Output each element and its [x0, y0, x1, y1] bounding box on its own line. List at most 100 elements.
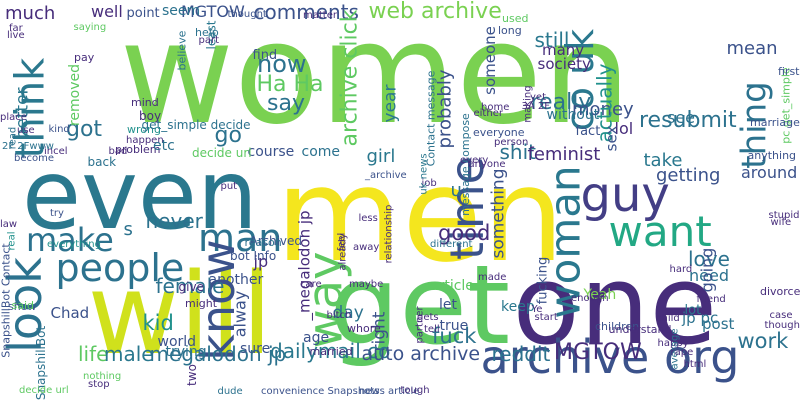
cloud-word-jp-pc: jp pc [682, 308, 719, 327]
cloud-word-every: every [460, 155, 489, 166]
cloud-word-well: well [91, 2, 123, 21]
cloud-word-archive: _archive [365, 170, 407, 181]
cloud-word-go: go [214, 123, 242, 148]
cloud-word-reddit: reddit [491, 342, 551, 366]
cloud-word-see: see [667, 108, 696, 127]
cloud-word-home: home [481, 102, 510, 113]
cloud-word-decide-url: decide url [19, 385, 69, 396]
cloud-word-friend: friend [696, 294, 726, 305]
cloud-word-keep: keep [501, 299, 535, 315]
cloud-word-contact-message: Contact message [424, 70, 438, 166]
cloud-word-relationship: relationship [382, 204, 394, 264]
cloud-word-give: give [178, 280, 204, 294]
cloud-word-comments: comments [253, 0, 359, 24]
cloud-word-fuck: fuck [432, 323, 477, 348]
cloud-word-men: men [275, 139, 565, 291]
cloud-word-get: get [329, 241, 511, 369]
cloud-word-good: good [438, 220, 491, 245]
cloud-word-day: day [332, 302, 364, 323]
cloud-word-far: far [9, 23, 23, 34]
cloud-word-women: women [119, 0, 631, 156]
cloud-word-enough: enough [571, 293, 609, 304]
cloud-word-removed: removed [67, 63, 84, 127]
cloud-word-world: world [157, 334, 197, 350]
cloud-word-start: start [534, 312, 558, 323]
cloud-word-kid: kid [142, 310, 174, 335]
cloud-word-ye: Ye [531, 304, 543, 315]
cloud-word-job: job [421, 178, 437, 189]
cloud-word-lot: lot [684, 302, 702, 318]
cloud-word-archive-org: archive org [480, 330, 740, 384]
cloud-word-help: help [195, 25, 219, 39]
cloud-word-kind: kind [48, 124, 70, 135]
cloud-word-want: want [608, 207, 712, 256]
cloud-word-though: though [764, 320, 800, 331]
cloud-word-part: part [198, 35, 220, 46]
cloud-word-around: around [741, 163, 798, 182]
cloud-word-happen: happen [126, 135, 164, 146]
cloud-word-never: never [145, 209, 203, 233]
cloud-word-fucking: fucking [535, 256, 551, 304]
cloud-word-show: show [8, 299, 37, 313]
cloud-word-anyone: anyone [468, 159, 506, 170]
cloud-word-mgtow: MGTOW [554, 340, 642, 365]
cloud-word-news-article: news article [359, 386, 420, 397]
cloud-word-maybe: maybe [349, 279, 384, 290]
cloud-word-people: people [55, 246, 185, 290]
cloud-word-3a-2f: 3A 2F [521, 101, 551, 112]
cloud-word-everyone: everyone [473, 125, 525, 139]
cloud-word-gets: gets [417, 312, 439, 323]
cloud-word-let: let [439, 297, 457, 313]
cloud-word-web-archive: web archive [368, 0, 502, 24]
cloud-word-course: course [247, 144, 295, 160]
cloud-word-bad: bad [108, 146, 128, 157]
cloud-word-something: something [488, 167, 509, 259]
cloud-word-society: society [537, 54, 591, 73]
cloud-word-first: first [778, 64, 800, 78]
cloud-word-made: made [478, 272, 507, 283]
cloud-word-hard: hard [669, 264, 693, 275]
cloud-word-now: now [257, 50, 307, 78]
cloud-word-children: children [595, 319, 640, 333]
cloud-word-decide-url: decide url [192, 146, 252, 160]
cloud-word-lol: lol [614, 119, 634, 138]
cloud-word-use: use [17, 125, 35, 136]
cloud-word-wrong: wrong [127, 122, 161, 136]
cloud-word-mean: mean [726, 38, 778, 59]
cloud-word-post: post [702, 314, 735, 333]
cloud-word-feminist: feminist [527, 144, 601, 165]
cloud-word-problem: problem [115, 142, 161, 156]
cloud-word-marriage: marriage [750, 115, 800, 129]
cloud-word-love: love [688, 247, 730, 271]
cloud-word-dailymail-co: dailymail co [270, 339, 391, 363]
cloud-word-one: one [512, 241, 718, 369]
cloud-word-html: html [683, 359, 707, 370]
cloud-word-archived: Archived [249, 234, 303, 248]
cloud-word-wife: wife [770, 217, 792, 228]
cloud-word-fact: fact [575, 123, 601, 139]
cloud-word-get-simple-decide: get_simple decide [141, 118, 251, 132]
cloud-word-put: put [220, 181, 238, 192]
cloud-word-place: place [0, 112, 27, 123]
cloud-word-another: another [208, 272, 264, 288]
cloud-word-stupid: stupid [768, 210, 800, 221]
cloud-word-ha-ha: Ha Ha [256, 72, 324, 97]
cloud-word-sex: sex [602, 125, 621, 151]
cloud-word-feel: feel [335, 232, 347, 252]
cloud-word-guy: guy [580, 167, 670, 223]
cloud-word-age: age [303, 330, 330, 346]
cloud-word-tell: tell [424, 324, 440, 335]
cloud-word-tough: tough [400, 385, 430, 396]
cloud-word-away: away [353, 242, 380, 253]
cloud-word-really: really [530, 90, 592, 115]
cloud-word-2f-2fwww: 2F 2Fwww [2, 141, 54, 152]
cloud-word-child: child [656, 313, 680, 324]
cloud-word-married: married [309, 344, 353, 358]
cloud-word-divorce: divorce [760, 284, 800, 298]
cloud-word-try: try [50, 208, 64, 219]
cloud-word-chad: Chad [50, 303, 90, 322]
cloud-word-whore: whore [347, 321, 381, 335]
cloud-word-article: article [430, 278, 474, 294]
cloud-word-girl: girl [366, 146, 396, 167]
